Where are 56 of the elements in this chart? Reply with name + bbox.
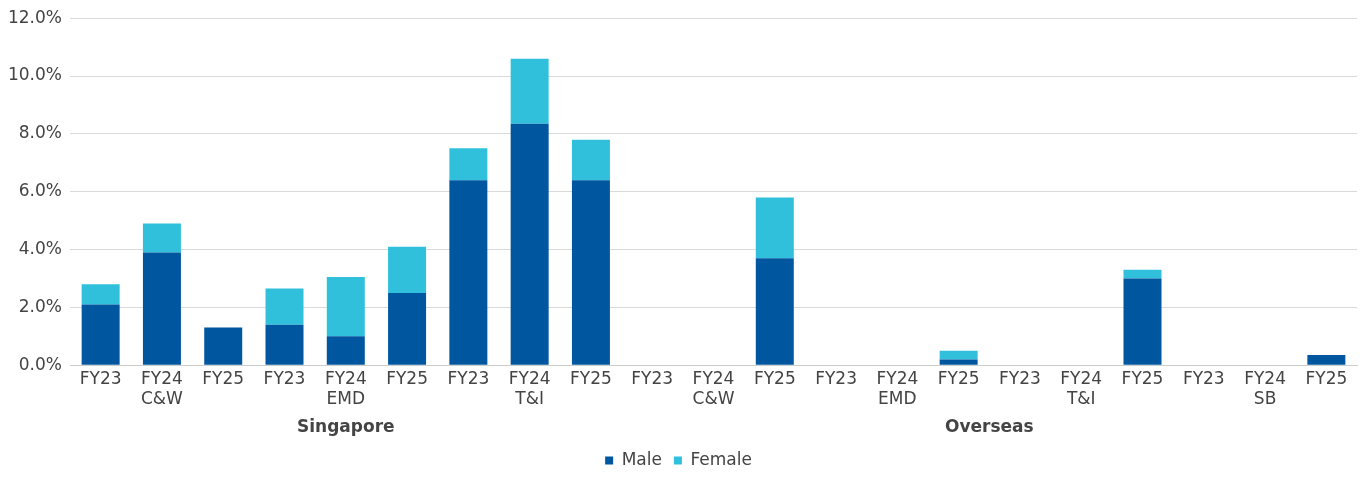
x-tick-label: FY23 [631,367,674,388]
y-tick-label: 6.0% [18,180,62,201]
y-tick-label: 8.0% [18,122,62,143]
x-tick-label: FY25 [570,367,612,388]
x-tick-label: FY25 [1305,367,1348,388]
bar [81,304,120,365]
bar [755,258,794,365]
bar [1123,269,1162,279]
x-tick-label: FY25 [202,367,245,388]
x-tick-label: FY25 [386,367,428,388]
bar [571,180,610,365]
bar [388,292,427,365]
y-tick-label: 10.0% [7,64,62,85]
legend-label: Male [621,448,662,469]
x-tick-label: FY24 C&W [140,367,184,409]
x-tick-label: FY25 [1121,367,1164,388]
x-tick-label: FY23 [263,367,306,388]
x-tick-label: FY23 [79,367,122,388]
x-tick-label: FY23 [447,367,490,388]
bar [326,336,365,365]
x-tick-label: FY25 [753,367,796,388]
bar [265,288,304,325]
bar [1307,355,1346,365]
bar [1123,278,1162,365]
bar [755,197,794,259]
x-tick-label: FY23 [1182,367,1225,388]
bar [939,350,978,360]
legend-label: Female [690,448,752,469]
x-tick-label: FY24 EMD [876,367,919,409]
text: Overseas [944,416,1034,437]
bar [571,139,610,181]
x-tick-label: FY24 T&I [1060,367,1103,409]
bar [939,359,978,365]
bar [265,324,304,365]
x-tick-label: FY24 EMD [324,367,367,409]
y-tick-label: 4.0% [18,237,62,258]
x-tick-label: FY24 C&W [692,367,735,409]
bar [510,58,549,124]
text: Singapore [297,416,395,437]
bar [326,277,365,337]
y-tick-label: 0.0% [18,353,62,374]
bar [449,180,488,365]
bar [142,223,181,253]
x-tick-label: FY23 [815,367,857,388]
bar [204,327,243,365]
bar [510,123,549,365]
bar [388,246,427,293]
x-tick-label: FY24 SB [1244,367,1286,409]
bar [142,252,181,365]
x-tick-label: FY23 [999,367,1041,388]
y-tick-label: 12.0% [7,6,62,27]
bar [81,284,120,305]
y-tick-label: 2.0% [18,295,62,316]
x-tick-label: FY25 [937,367,980,388]
x-tick-label: FY24 T&I [508,367,551,409]
bar [449,148,488,181]
